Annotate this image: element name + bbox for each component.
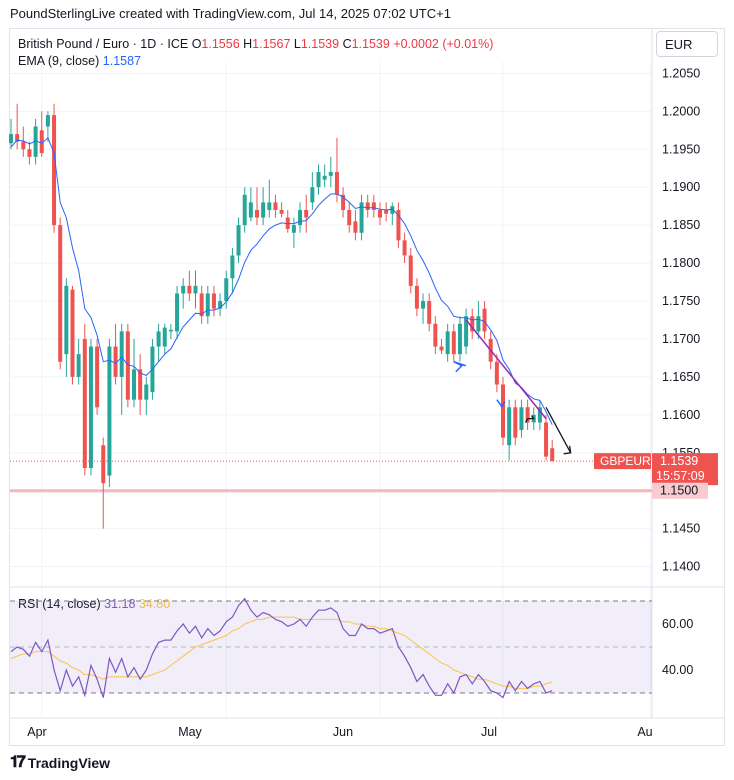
change-value: +0.0002 (+0.01%) [393,37,494,51]
open-value: 1.1556 [201,37,240,51]
rsi-ma-value: 34.80 [138,597,171,611]
rsi-value: 31.18 [104,597,136,611]
ohlc-legend: British Pound / Euro · 1D · ICE O1.1556 … [18,37,493,51]
open-label: O [191,37,202,51]
ema-label: EMA (9, close) [18,54,100,68]
attribution: PoundSterlingLive created with TradingVi… [10,6,451,21]
tradingview-icon: 𝟏𝟕 [10,754,26,771]
low-label: L [293,37,301,51]
footer-brand: TradingView [27,755,111,771]
low-value: 1.1539 [300,37,340,51]
close-value: 1.1539 [351,37,390,51]
rsi-label: RSI (14, close) [18,597,101,611]
high-label: H [243,37,253,51]
ema-value: 1.1587 [102,54,141,68]
currency-button[interactable]: EUR [656,31,718,57]
ema-legend[interactable]: EMA (9, close) 1.1587 [18,54,141,68]
chart-frame [9,28,725,746]
tradingview-logo[interactable]: 𝟏𝟕 TradingView [10,754,110,772]
high-value: 1.1567 [252,37,291,51]
symbol-label[interactable]: British Pound / Euro · 1D · ICE [18,37,189,51]
close-label: C [342,37,352,51]
rsi-legend[interactable]: RSI (14, close) 31.18 34.80 [18,597,170,611]
